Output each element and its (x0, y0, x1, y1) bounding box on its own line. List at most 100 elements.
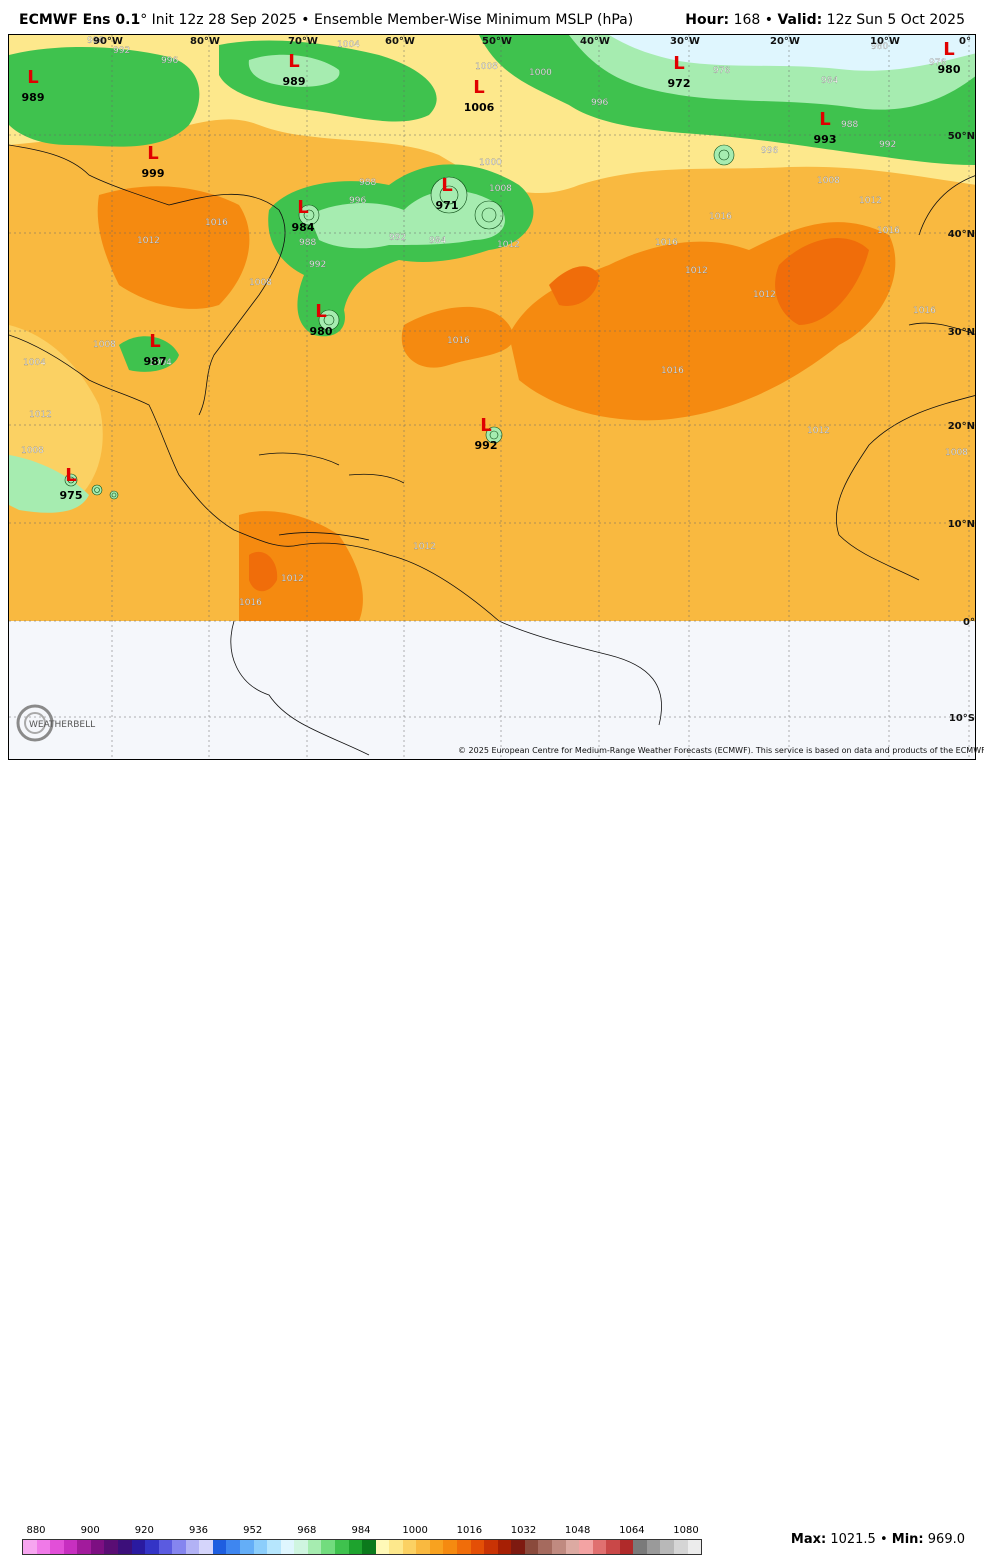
colorbar-swatch-32 (457, 1540, 471, 1554)
lat-label-4: 10°N (948, 519, 975, 530)
low-ring-7 (91, 484, 103, 496)
colorbar-swatch-39 (551, 1540, 566, 1554)
lon-label-4: 50°W (482, 36, 512, 47)
low-pressure-value: 989 (22, 91, 45, 104)
low-pressure-value: 980 (938, 63, 961, 76)
logo-text: WEATHERBELL (29, 720, 95, 730)
low-ring-inner-4 (489, 430, 499, 440)
low-pressure-value: 999 (142, 167, 165, 180)
northeast-low-core (609, 35, 975, 71)
pacific-low (9, 455, 89, 513)
colorbar-tick-984: 984 (351, 1525, 371, 1536)
map-panel[interactable]: 988 992 996 1004 1008 1000 996 976 980 984 988 992 9… (8, 34, 976, 760)
isobar-label-7: 976 (713, 66, 730, 76)
lon-label-7: 20°W (770, 36, 800, 47)
low-center-7: L 984 (292, 197, 315, 234)
coastline-4 (835, 395, 975, 581)
colorbar-swatch-47 (660, 1540, 674, 1554)
colorbar-ticks: 880 900 920 936 952 968 984 1000 1016 1032 1048 106… (22, 1525, 700, 1537)
low-symbol: L (673, 53, 684, 74)
isobar-label-26: 1012 (137, 236, 160, 246)
colorbar-swatch-29 (416, 1540, 430, 1554)
low-symbol: L (27, 67, 38, 88)
colorbar-swatch-37 (524, 1540, 539, 1554)
colorbar-swatch-21 (307, 1540, 322, 1554)
mslp-map[interactable]: 9889929961004100810009969769809849889929… (9, 35, 976, 760)
isobar-label-24: 1008 (945, 448, 968, 458)
isobar-label-18: 1012 (685, 266, 708, 276)
isobar-label-5: 1000 (529, 68, 552, 78)
colorbar-swatch-3 (63, 1540, 78, 1554)
isobar-label-8: 980 (871, 42, 888, 52)
low-center-8: L 971 (436, 175, 459, 212)
low-ring-0 (430, 176, 468, 214)
low-pressure-value: 1006 (464, 101, 495, 114)
isobar-label-42: 992 (309, 260, 326, 270)
isobar-label-3: 1004 (337, 40, 360, 50)
colorbar-swatch-9 (145, 1540, 159, 1554)
low-pressure-value: 992 (475, 439, 498, 452)
isobar-label-4: 1008 (475, 62, 498, 72)
high-west-core (401, 306, 514, 368)
colorbar-swatch-48 (674, 1540, 688, 1554)
colorbar-swatch-19 (280, 1540, 295, 1554)
low-ring-inner-2 (303, 209, 315, 221)
colorbar-swatch-44 (619, 1540, 634, 1554)
lon-label-5: 40°W (580, 36, 610, 47)
isobar-label-13: 976 (929, 58, 946, 68)
isobar-label-25: 1004 (149, 358, 172, 368)
low-symbol: L (297, 197, 308, 218)
colorbar-swatch-35 (497, 1540, 512, 1554)
degree-sign: ° (140, 12, 148, 28)
low-pressure-value: 975 (60, 489, 83, 502)
title-bullet: • (296, 12, 314, 28)
low-ring-5 (713, 144, 735, 166)
colorbar-swatch-20 (294, 1540, 308, 1554)
min-value: 969.0 (927, 1532, 965, 1547)
colorbar-swatch-34 (484, 1540, 498, 1554)
colorbar-swatch-30 (429, 1540, 444, 1554)
low-ring-inner-5 (718, 149, 730, 161)
isobar-label-11: 992 (879, 140, 896, 150)
max-min-readout: Max: 1021.5 • Min: 969.0 (791, 1532, 965, 1547)
isobar-label-12: 996 (761, 146, 778, 156)
isobar-label-43: 1000 (479, 158, 502, 168)
coastline-0 (9, 144, 286, 416)
low-center-5: L 980 (938, 39, 961, 76)
header: ECMWF Ens 0.1° Init 12z 28 Sep 2025 • En… (0, 0, 984, 34)
lat-label-3: 20°N (948, 421, 975, 432)
isobar-label-35: 1012 (281, 574, 304, 584)
isobar-label-9: 984 (821, 76, 838, 86)
isobar-label-22: 1016 (661, 366, 684, 376)
footer: 880 900 920 936 952 968 984 1000 1016 1032 1048 106… (0, 760, 984, 1555)
gulf-low (119, 336, 179, 372)
colorbar-swatch-14 (212, 1540, 227, 1554)
colorbar-swatch-24 (348, 1540, 363, 1554)
isobar-label-38: 992 (389, 233, 406, 243)
lon-label-2: 70°W (288, 36, 318, 47)
low-center-1: L 999 (142, 143, 165, 180)
colorbar-tick-900: 900 (80, 1525, 100, 1536)
isobar-label-45: 1012 (497, 240, 520, 250)
coastline-8 (278, 532, 370, 541)
isobar-label-36: 1016 (913, 306, 936, 316)
copyright-notice: © 2025 European Centre for Medium-Range … (458, 746, 984, 755)
coastline-6 (918, 175, 975, 236)
lon-label-3: 60°W (385, 36, 415, 47)
low-symbol: L (441, 175, 452, 196)
low-pressure-value: 980 (310, 325, 333, 338)
hour-value: 168 (733, 12, 761, 28)
isobar-label-2: 996 (161, 56, 178, 66)
low-symbol: L (288, 51, 299, 72)
azores-high-core-east (775, 238, 869, 325)
colorbar-swatch-41 (579, 1540, 593, 1554)
low-ring-1 (474, 200, 504, 230)
low-pressure-value: 989 (283, 75, 306, 88)
low-center-4: L 972 (668, 53, 691, 90)
low-ring-6 (64, 473, 78, 487)
andes-high (249, 551, 278, 592)
colorbar-swatch-33 (470, 1540, 485, 1554)
low-center-11: L 992 (475, 415, 498, 452)
isobar-label-21: 1016 (447, 336, 470, 346)
low-symbol: L (943, 39, 954, 60)
